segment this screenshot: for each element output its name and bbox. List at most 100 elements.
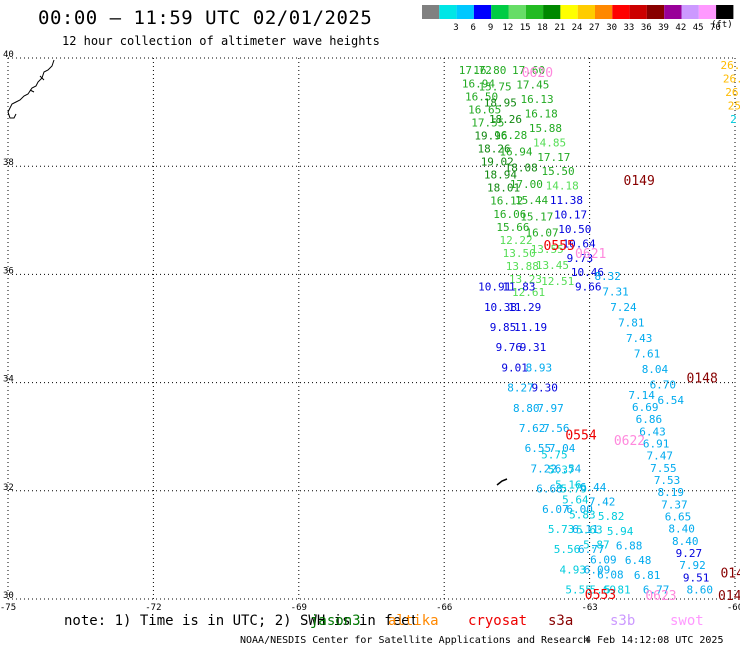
coastline <box>7 59 55 119</box>
pass-time-label: 0146 <box>718 589 740 604</box>
wave-height-value: 12.22 <box>500 234 533 247</box>
wave-height-value: 16.18 <box>525 108 558 121</box>
scale-swatch <box>716 5 734 19</box>
wave-height-value: 5.63 <box>576 523 603 536</box>
satellite-label-jason3: jason3 <box>310 613 361 629</box>
scale-swatch <box>422 5 440 19</box>
wave-height-value: 9.85 <box>490 321 517 334</box>
wave-height-value: 2 <box>730 113 737 126</box>
scale-swatch <box>698 5 717 19</box>
wave-height-value: 7.43 <box>626 332 653 345</box>
wave-height-value: 6.00 <box>566 503 593 516</box>
wave-height-value: 16.28 <box>494 129 527 142</box>
y-tick-label: 32 <box>3 483 14 493</box>
scale-tick-label: 36 <box>641 23 652 33</box>
x-tick-label: -60 <box>727 603 740 610</box>
wave-height-value: 17.00 <box>510 178 543 191</box>
wave-height-value: 16.50 <box>465 90 498 103</box>
x-tick-label: -66 <box>436 603 452 610</box>
wave-height-value: 6.55 <box>525 442 552 455</box>
wave-height-value: 6.69 <box>632 401 659 414</box>
wave-height-value: 18.01 <box>487 182 520 195</box>
scale-swatch <box>508 5 526 19</box>
x-tick-label: -69 <box>291 603 307 610</box>
pass-time-label: 0555 <box>544 239 575 254</box>
wave-height-value: 15.88 <box>529 122 562 135</box>
wave-height-value: 8.32 <box>594 270 621 283</box>
wave-height-value: 6.86 <box>636 413 663 426</box>
scale-swatch <box>612 5 630 19</box>
scale-tick-label: 70 <box>710 23 721 33</box>
wave-height-value: 15.17 <box>520 210 553 223</box>
wave-height-value: 7.53 <box>654 474 681 487</box>
pass-time-label: 0148 <box>687 372 718 387</box>
wave-height-value: 9.30 <box>531 382 558 395</box>
wave-height-value: 13.88 <box>506 260 539 273</box>
wave-height-value: 14.18 <box>546 180 579 193</box>
wave-height-value: 9.66 <box>575 281 602 294</box>
scale-tick-label: 24 <box>572 23 583 33</box>
wave-height-value: 6.88 <box>616 540 643 553</box>
wave-height-value: 6.08 <box>597 569 624 582</box>
wave-height-value: 9.73 <box>567 252 594 265</box>
wave-height-value: 6.68 <box>536 483 563 496</box>
scale-tick-label: 30 <box>606 23 617 33</box>
wave-height-value: 6.07 <box>542 503 569 516</box>
wave-height-value: 7.04 <box>549 442 576 455</box>
scale-tick-label: 6 <box>471 23 476 33</box>
wave-height-value: 25 <box>728 99 740 112</box>
wave-height-value: 15.75 <box>478 80 511 93</box>
wave-height-value: 7.62 <box>519 422 546 435</box>
generated-timestamp: 4 Feb 14:12:08 UTC 2025 <box>585 635 724 646</box>
map-title: 00:00 – 11:59 UTC 02/01/2025 <box>38 7 373 29</box>
wave-height-value: 10.91 <box>478 281 511 294</box>
wave-height-value: 10.38 <box>484 301 517 314</box>
wave-height-value: 7.92 <box>679 559 706 572</box>
satellite-label-s3b: s3b <box>610 613 636 629</box>
scale-tick-label: 3 <box>453 23 458 33</box>
wave-height-value: 16.12 <box>490 195 523 208</box>
wave-height-value: 10.46 <box>571 266 604 279</box>
wave-height-value: 16.07 <box>525 227 558 240</box>
pass-time-label: 0147 <box>720 566 740 581</box>
wave-height-value: 17.72 <box>459 64 492 77</box>
wave-height-value: 5.73 <box>548 523 575 536</box>
wave-height-value: 7.56 <box>543 422 570 435</box>
scale-swatch <box>473 5 492 19</box>
scale-swatch <box>595 5 613 19</box>
wave-height-value: 6.43 <box>639 425 666 438</box>
wave-height-value: 6.54 <box>555 462 582 475</box>
wave-height-value: 12.51 <box>541 275 574 288</box>
wave-height-value: 5.79 <box>561 483 588 496</box>
wave-height-value: 11.29 <box>508 301 541 314</box>
wave-height-value: 8.40 <box>672 535 699 548</box>
wave-height-value: 18.95 <box>484 97 517 110</box>
wave-height-value: 15.50 <box>541 165 574 178</box>
wave-height-value: 10.17 <box>554 208 587 221</box>
wave-height-value: 6.48 <box>625 554 652 567</box>
satellite-label-cryosat: cryosat <box>468 613 528 629</box>
wave-height-value: 5.64 <box>562 493 589 506</box>
wave-height-value: 9.51 <box>683 571 710 584</box>
wave-height-value: 8.40 <box>668 523 695 536</box>
satellite-label-s3a: s3a <box>548 613 574 629</box>
wave-height-value: 7.47 <box>647 450 674 463</box>
y-tick-label: 30 <box>3 591 14 601</box>
wave-height-value: 5.87 <box>583 539 610 552</box>
wave-height-value: 17.60 <box>512 64 545 77</box>
bermuda-island <box>496 478 508 486</box>
wave-height-value: 5.55 <box>565 584 592 597</box>
wave-height-value: 8.27 <box>507 382 534 395</box>
wave-height-value: 18.94 <box>484 169 517 182</box>
pass-time-label: 0149 <box>624 174 655 189</box>
scale-unit-label: (ft) <box>711 20 733 30</box>
wave-height-value: 16.13 <box>520 93 553 106</box>
wave-height-value: 11.38 <box>550 194 583 207</box>
wave-height-value: 15.66 <box>496 221 529 234</box>
wave-height-value: 16.94 <box>462 77 495 90</box>
wave-height-value: 5.82 <box>598 510 625 523</box>
wave-height-value: 5.16 <box>555 478 582 491</box>
scale-tick-label: 18 <box>537 23 548 33</box>
scale-swatch <box>491 5 509 19</box>
wave-height-value: 16.65 <box>468 103 501 116</box>
